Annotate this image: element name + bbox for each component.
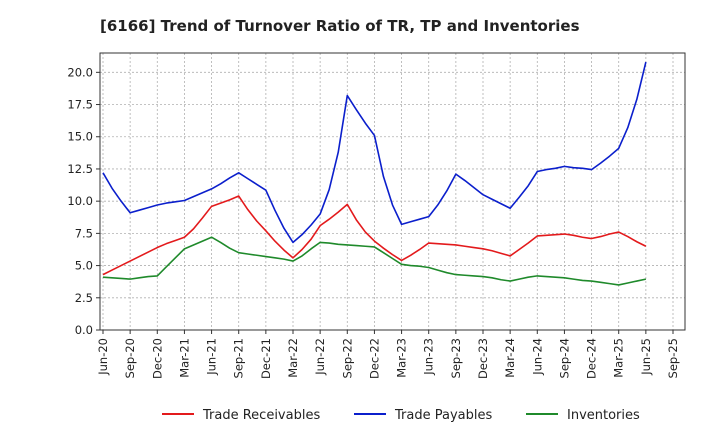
series-line-trade-receivables [102,195,647,276]
x-tick-label: Sep-20 [123,338,137,378]
x-tick-label: Jun-25 [639,338,653,376]
x-axis-ticks: Jun-20 Sep-20 Dec-20 Mar-21 Jun-21 Sep-21 Dec-… [96,330,680,379]
plot-area-frame [99,52,686,331]
series-line-inventories [102,236,647,286]
x-tick-label: Dec-21 [259,338,273,379]
legend: Trade Receivables Trade Payables Inventori… [162,408,640,423]
y-tick-label: 17.5 [67,98,93,112]
y-tick-label: 15.0 [67,130,93,144]
x-tick-label: Mar-25 [612,338,626,378]
y-tick-label: 12.5 [67,162,93,176]
chart-title: [6166] Trend of Turnover Ratio of TR, TP… [100,17,580,35]
x-tick-label: Mar-23 [395,338,409,378]
x-tick-label: Dec-23 [476,338,490,379]
x-tick-label: Jun-20 [96,338,110,376]
x-tick-label: Sep-22 [340,338,354,378]
x-tick-label: Mar-21 [177,338,191,378]
series-line-trade-payables [102,61,647,244]
gridlines [100,53,685,331]
series-lines [102,61,647,286]
y-tick-label: 0.0 [75,323,93,337]
x-tick-label: Sep-24 [557,338,571,378]
x-tick-label: Dec-24 [585,338,599,379]
x-tick-label: Sep-23 [449,338,463,378]
y-tick-label: 2.5 [75,291,93,305]
y-tick-label: 10.0 [67,194,93,208]
x-tick-label: Mar-24 [503,338,517,378]
x-tick-label: Jun-24 [530,338,544,376]
legend-label-trade-payables: Trade Payables [394,408,492,423]
x-tick-label: Dec-20 [150,338,164,379]
y-tick-label: 20.0 [67,65,93,79]
x-tick-label: Jun-22 [313,338,327,376]
y-tick-label: 5.0 [75,259,93,273]
x-tick-label: Sep-25 [666,338,680,378]
legend-label-inventories: Inventories [567,408,640,423]
y-axis-ticks: 0.0 2.5 5.0 7.5 10.0 12.5 15.0 17.5 20.0 [67,65,100,337]
y-tick-label: 7.5 [75,226,93,240]
x-tick-label: Jun-23 [422,338,436,376]
x-tick-label: Mar-22 [286,338,300,378]
legend-label-trade-receivables: Trade Receivables [202,408,320,423]
x-tick-label: Sep-21 [232,338,246,378]
x-tick-label: Dec-22 [367,338,381,379]
x-tick-label: Jun-21 [205,338,219,376]
